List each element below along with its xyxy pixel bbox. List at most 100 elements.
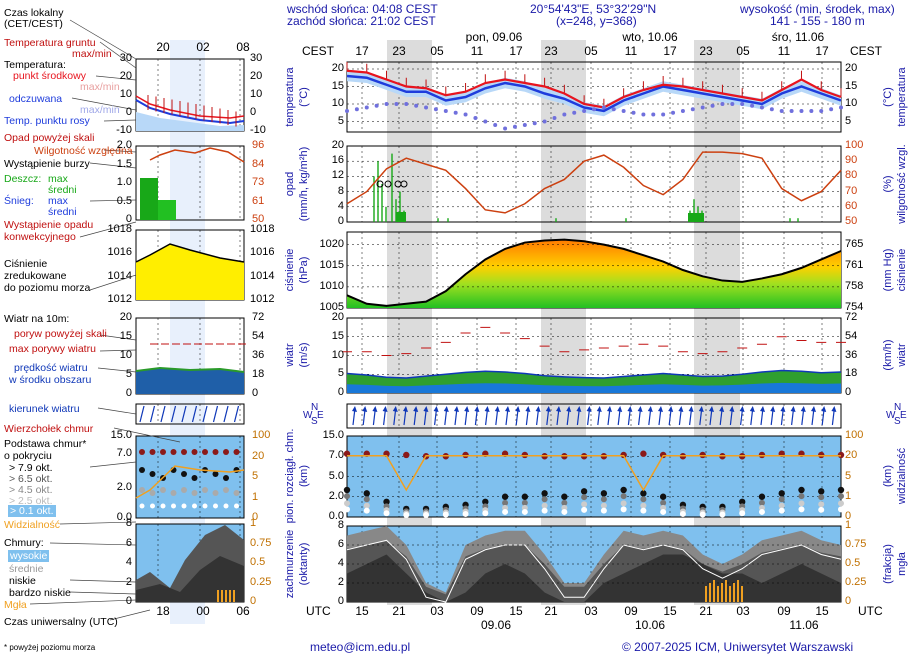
wind-arrow-head-13 (484, 406, 490, 412)
storm-symbol-3 (400, 180, 408, 188)
wind-tick-l-1: 15 (331, 329, 344, 342)
wind-arrow-head-32 (678, 406, 684, 412)
legend-temperature: Temperatura: (4, 59, 66, 71)
wind-arrow-head-19 (545, 406, 551, 412)
press-tick-r-0: 765 (845, 237, 864, 250)
cloud-base-23 (798, 486, 805, 494)
mini-press-tick-l-2: 1014 (107, 269, 132, 282)
cloud-base2-15 (640, 496, 647, 503)
mini-cb-9 (233, 449, 240, 455)
mini-wind-arrow-0 (139, 405, 145, 423)
day-bottom-2: 11.06 (789, 618, 819, 632)
dew-point-23 (799, 109, 804, 113)
vis-tick-r-2: 5 (845, 469, 852, 482)
mini-cb-7 (212, 449, 219, 455)
cloud-base4-13 (600, 507, 607, 514)
mini-wind-area (136, 368, 244, 394)
mini-wind-tick-4: 0 (125, 387, 132, 399)
mini-precip-tick-3: 0.5 (116, 194, 132, 207)
wind-tick-r-2: 36 (845, 348, 858, 361)
mini-wind-arrow-6 (202, 405, 208, 423)
cloud-base-21 (758, 493, 766, 500)
mini-windkmh-tick-0: 72 (252, 311, 265, 323)
mini-vis-line (135, 465, 245, 499)
mini-fog-tick-1: 0.75 (250, 536, 272, 549)
legend-rain: Deszcz: (4, 173, 42, 185)
elevation-values: 141 - 155 - 180 m (770, 14, 865, 28)
mini-cloud-tick-1: 7.0 (116, 447, 132, 459)
wind-arrow-head-5 (403, 406, 408, 412)
cloud-base4-21 (758, 508, 765, 515)
cover-title-1: zachmurzenie (284, 529, 296, 599)
dew-point-mid-11 (572, 110, 577, 115)
hour-bottom-7: 09 (624, 604, 638, 618)
press-title-1: ciśnienie (284, 248, 296, 292)
email-link[interactable]: meteo@icm.edu.pl (310, 640, 411, 654)
mini-cover-tick-4: 0 (125, 595, 132, 607)
press-title-r-2: ciśnienie (896, 248, 908, 292)
legend-connector-18 (69, 579, 137, 583)
dew-point-0 (345, 109, 349, 113)
precip-tick-l-1: 16 (331, 154, 344, 167)
dew-point-25 (839, 105, 843, 110)
legend-cl-vlow: bardzo niskie (9, 587, 71, 599)
vis-title-1: (km) (882, 465, 894, 487)
legend-mid-maxmin: max/min (80, 81, 120, 93)
compass-w-1: W (886, 410, 896, 421)
mini-base3-5 (192, 503, 197, 509)
mini-base3-9 (234, 503, 239, 509)
dew-point-12 (582, 109, 587, 113)
wind-arrow-head-46 (821, 406, 827, 412)
fog-tick-r-4: 0 (845, 595, 852, 607)
legend-connector-7 (89, 199, 137, 202)
legend-utc: Czas uniwersalny (UTC) (4, 616, 118, 628)
cloud-base2-8 (502, 499, 509, 506)
temp-tick-r-1: 15 (845, 79, 858, 92)
dew-point-2 (384, 102, 389, 106)
press-title-2: (hPa) (298, 256, 310, 284)
mini-vis-tick-0: 100 (252, 429, 271, 441)
legend-snow-max: max (48, 195, 68, 207)
hour-top-11: 11 (777, 44, 791, 58)
press-tick-l-0: 1020 (319, 237, 344, 250)
precip-tick-r-0: 100 (845, 139, 864, 151)
legend-cl-mid: średnie (9, 563, 44, 575)
cloud-base-20 (739, 498, 746, 506)
mini-wind-arrow-2 (160, 405, 166, 423)
feels-band (347, 70, 841, 117)
mini-cover-tick-0: 8 (125, 517, 132, 529)
dew-point-1 (364, 105, 369, 110)
legend-wind-title: Wiatr na 10m: (4, 313, 70, 325)
wind-arrow-head-36 (719, 406, 725, 412)
wind-arrow-head-47 (831, 406, 837, 412)
pressure-line (346, 238, 842, 307)
wind-arrow-head-3 (382, 406, 388, 412)
mini-hum-tick-0: 96 (252, 139, 265, 151)
mini-wind-arrow-1 (149, 405, 156, 423)
vis-tick-r-1: 20 (845, 449, 858, 462)
cloud-base3-0 (344, 500, 350, 507)
compass-e-1: E (900, 410, 907, 421)
mini-base-4 (181, 471, 187, 477)
legend-fog: Mgła (4, 599, 27, 611)
precip-tick-r-3: 70 (845, 184, 858, 197)
coords-text: 20°54'43"E, 53°32'29"N (530, 2, 657, 16)
mini-base3-1 (150, 503, 155, 509)
mini-press-tick-l-1: 1016 (107, 246, 132, 259)
legend-cl-low: niskie (9, 575, 36, 587)
press-tick-r-3: 754 (845, 301, 864, 313)
precip-tick-r-4: 60 (845, 199, 858, 212)
compass-s-1: S (894, 416, 901, 427)
wind-arrow-head-8 (433, 406, 439, 412)
night-stripe-0 (387, 40, 432, 605)
cloud-base4-19 (719, 511, 726, 518)
cloud-base-1 (363, 490, 370, 497)
legend-connector-2 (95, 75, 137, 81)
wind-arrow-head-12 (474, 406, 480, 412)
mini-base2-2 (160, 487, 166, 493)
cloud-base4-0 (344, 506, 350, 513)
cloud-base3-25 (838, 500, 844, 507)
temp-tick-l-0: 20 (331, 62, 344, 74)
hour-bottom-8: 15 (663, 604, 677, 618)
mini-base-8 (223, 475, 229, 481)
